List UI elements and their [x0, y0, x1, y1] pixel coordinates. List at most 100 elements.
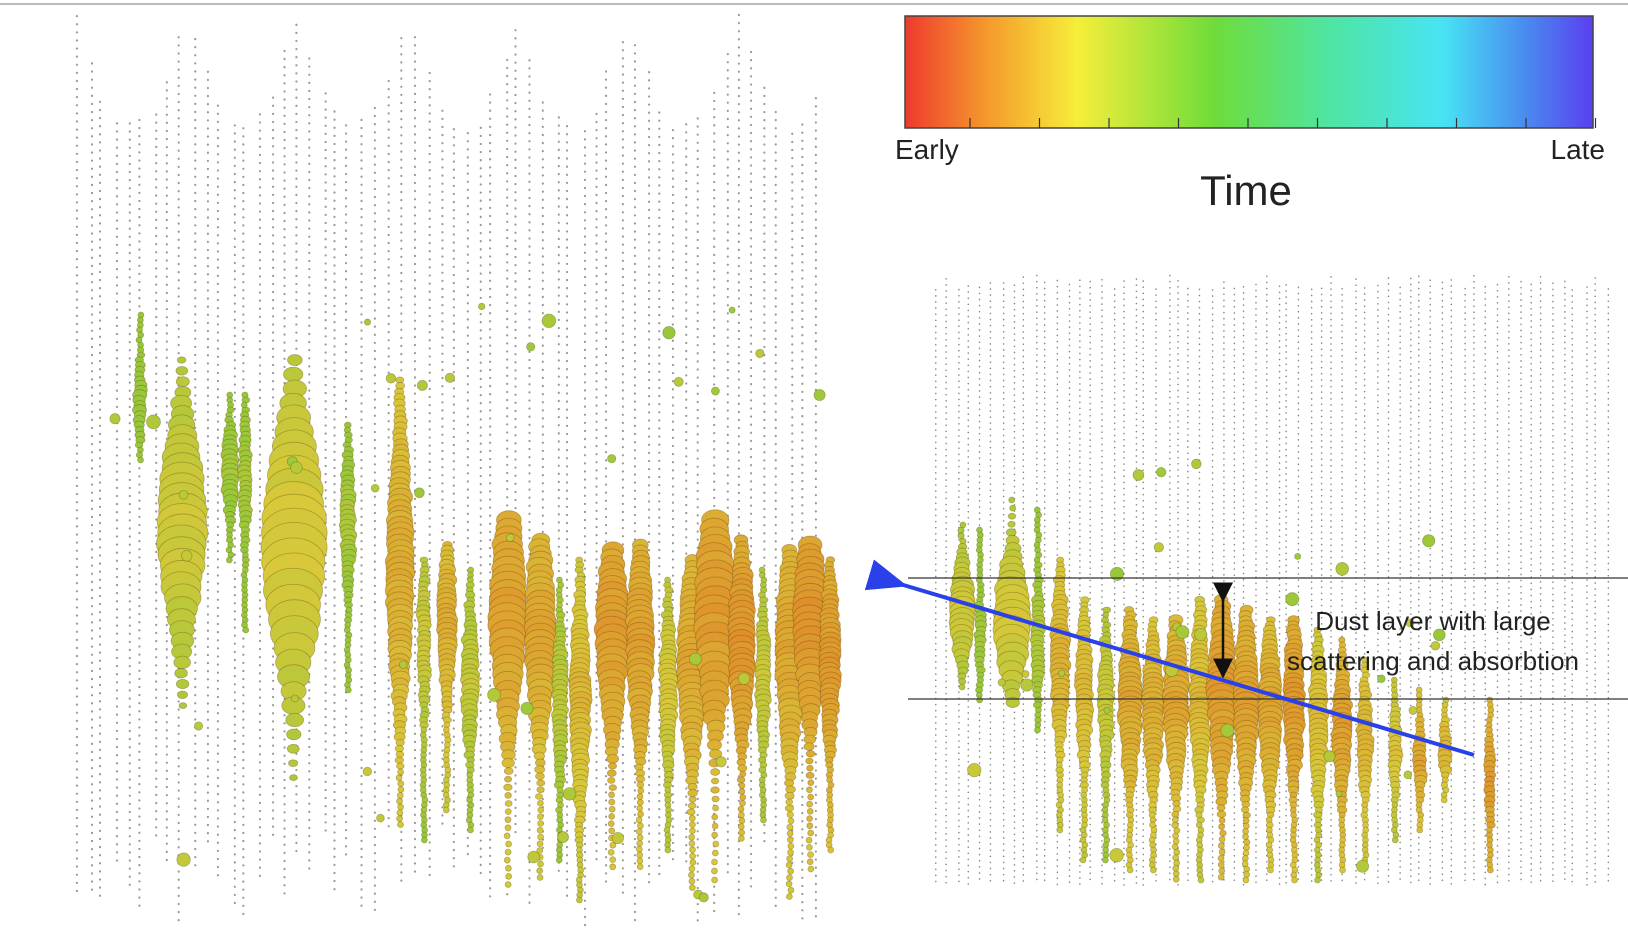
- dom-hit: [146, 414, 161, 430]
- dom-hit: [958, 683, 966, 691]
- dom-hit: [687, 802, 697, 810]
- dom-hit: [787, 886, 795, 894]
- dom-hit: [711, 867, 718, 875]
- dom-hit: [711, 876, 718, 884]
- dom-hit: [193, 721, 204, 731]
- dom-hit: [688, 884, 696, 891]
- dom-hit: [397, 780, 405, 788]
- dom-hit: [536, 813, 544, 821]
- dom-hit: [1101, 856, 1109, 864]
- dom-hit: [506, 533, 515, 542]
- dom-hit: [174, 668, 188, 679]
- dom-hit: [242, 626, 250, 634]
- dom-hit: [536, 840, 544, 848]
- dom-hit: [505, 840, 513, 848]
- dom-hit: [606, 753, 620, 764]
- dom-hit: [976, 696, 984, 704]
- dom-hit: [537, 860, 544, 868]
- colorbar-min-label: Early: [895, 134, 959, 165]
- dom-hit: [636, 863, 644, 871]
- dom-hit: [414, 487, 425, 499]
- dom-hit: [288, 759, 299, 768]
- dom-hit: [608, 798, 616, 806]
- dom-hit: [1219, 829, 1227, 837]
- dom-hit: [689, 846, 696, 854]
- dom-hit: [173, 655, 191, 670]
- dom-hit: [608, 813, 616, 820]
- dom-hit: [709, 748, 723, 760]
- dom-hit: [283, 366, 304, 383]
- dom-hit: [394, 756, 404, 764]
- dom-hit: [444, 372, 456, 383]
- colorbar-ticks: [969, 118, 1597, 128]
- dom-hit: [636, 781, 645, 789]
- dom-hit: [710, 768, 721, 776]
- dom-hit: [805, 836, 813, 844]
- dom-hit: [225, 556, 233, 564]
- dom-hit: [504, 881, 512, 888]
- dom-hit: [637, 822, 644, 830]
- dom-hit: [688, 840, 696, 847]
- dom-hit: [1126, 866, 1134, 874]
- dom-hit: [609, 841, 617, 849]
- dom-hit: [805, 771, 815, 779]
- dom-hit: [688, 865, 696, 873]
- dom-hit: [636, 857, 644, 865]
- dom-hit: [967, 762, 982, 778]
- dom-hit: [1335, 562, 1350, 576]
- dom-hit: [738, 817, 746, 825]
- dom-hit: [1218, 836, 1226, 843]
- dom-hit: [736, 776, 746, 784]
- dom-hit: [536, 867, 544, 875]
- dom-hit: [1194, 627, 1208, 642]
- dom-hit: [806, 764, 814, 772]
- dom-hit: [710, 386, 720, 396]
- dom-hit: [673, 376, 684, 387]
- dom-hit: [607, 820, 615, 827]
- dom-hit: [504, 824, 512, 832]
- dom-hit: [785, 798, 794, 806]
- dom-hit: [395, 774, 403, 782]
- dom-hit: [176, 690, 188, 700]
- dom-hit: [688, 796, 697, 803]
- dom-hit: [785, 861, 793, 869]
- dom-hit: [636, 799, 644, 806]
- dom-hit: [501, 757, 515, 769]
- dom-hit: [637, 787, 645, 795]
- dom-hit: [1172, 875, 1180, 883]
- dom-hit: [137, 456, 144, 464]
- dom-hit: [689, 852, 696, 860]
- dom-hit: [609, 863, 617, 871]
- dom-hit: [739, 794, 747, 801]
- dom-hit: [807, 865, 815, 873]
- dom-hit: [688, 814, 696, 822]
- dom-hit: [1218, 823, 1226, 831]
- dom-hit: [1377, 674, 1386, 683]
- dom-hit: [1243, 871, 1251, 878]
- dom-hit: [396, 815, 404, 823]
- dom-hit: [787, 842, 795, 850]
- dom-hit: [535, 772, 545, 781]
- dom-hit: [806, 815, 814, 822]
- dom-hit: [805, 750, 816, 758]
- annotation-line: Dust layer with large: [1315, 606, 1551, 636]
- dom-hit: [807, 793, 815, 801]
- dom-hit: [636, 793, 644, 800]
- dom-hit: [1057, 669, 1066, 677]
- dom-hit: [536, 826, 544, 834]
- dom-hit: [786, 874, 793, 881]
- dom-hit: [608, 805, 616, 813]
- dom-hit: [689, 859, 697, 866]
- dom-hit: [737, 805, 745, 813]
- dom-hit: [286, 743, 300, 754]
- dom-hit: [396, 791, 404, 799]
- dom-hit: [711, 858, 718, 866]
- dom-hit: [1172, 854, 1180, 861]
- dom-hit: [1335, 790, 1343, 798]
- dom-hit: [176, 356, 187, 364]
- dom-hit: [635, 775, 646, 783]
- dom-hit: [1356, 859, 1370, 873]
- dom-hit: [285, 712, 305, 728]
- dom-hit: [1217, 861, 1225, 868]
- dom-hit: [504, 816, 512, 824]
